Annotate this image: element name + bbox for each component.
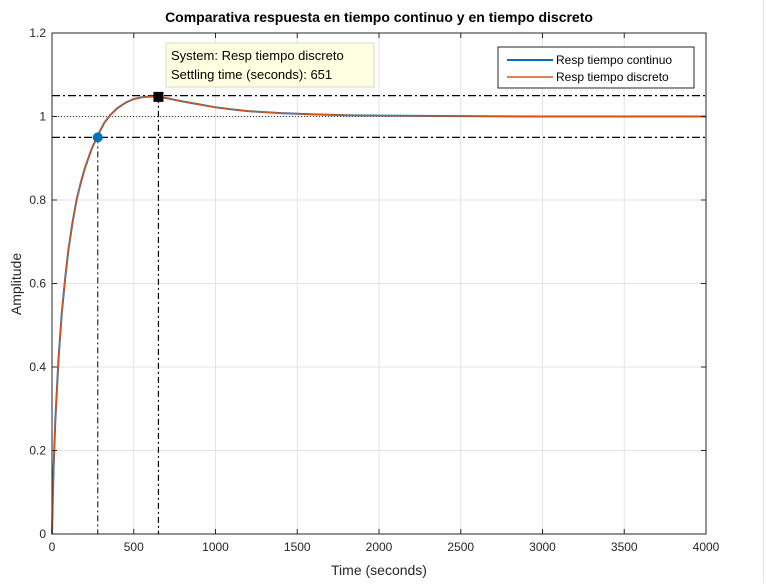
grid-layer (51, 32, 707, 535)
x-tick-label: 3500 (611, 540, 638, 554)
datatip-box (165, 42, 375, 88)
x-axis-label: Time (seconds) (331, 562, 427, 578)
window-edge-divider (763, 0, 764, 583)
y-tick-label: 1 (39, 110, 46, 124)
legend-box (497, 46, 695, 89)
x-tick-label: 3000 (529, 540, 556, 554)
legend-label-continuo: Resp tiempo continuo (556, 53, 672, 67)
datatip-settling-text: Settling time (seconds): 651 (171, 67, 332, 82)
settling-time-point-marker[interactable] (153, 91, 164, 102)
x-tick-label: 1000 (202, 540, 229, 554)
y-tick-label: 0.2 (29, 444, 46, 458)
datatip-annotation[interactable]: System: Resp tiempo discreto Settling ti… (165, 42, 375, 88)
x-tick-label: 2500 (447, 540, 474, 554)
series-line-discreto (51, 95, 706, 535)
y-tick-label: 0.4 (29, 360, 46, 374)
markers-layer (92, 91, 164, 143)
x-tick-label: 1500 (284, 540, 311, 554)
y-tick-label: 1.2 (29, 26, 46, 40)
x-tick-label: 500 (124, 540, 144, 554)
x-tick-label: 2000 (366, 540, 393, 554)
y-axis-label: Amplitude (8, 253, 24, 315)
reference-lines-layer (52, 95, 706, 534)
series-layer (51, 95, 706, 535)
legend-label-discreto: Resp tiempo discreto (556, 70, 669, 84)
y-tick-label: 0.6 (29, 277, 46, 291)
y-tick-label: 0.8 (29, 193, 46, 207)
legend[interactable]: Resp tiempo continuo Resp tiempo discret… (497, 46, 695, 89)
datatip-system-text: System: Resp tiempo discreto (171, 48, 344, 63)
ticks-layer: 0 500 1000 1500 2000 2500 3000 3500 4000 0 0.2 0.4 0… (29, 26, 719, 554)
x-tick-label: 0 (49, 540, 56, 554)
chart-title: Comparativa respuesta en tiempo continuo… (165, 9, 593, 25)
rise-time-point-marker[interactable] (92, 132, 103, 143)
y-tick-label: 0 (39, 527, 46, 541)
x-tick-label: 4000 (693, 540, 720, 554)
